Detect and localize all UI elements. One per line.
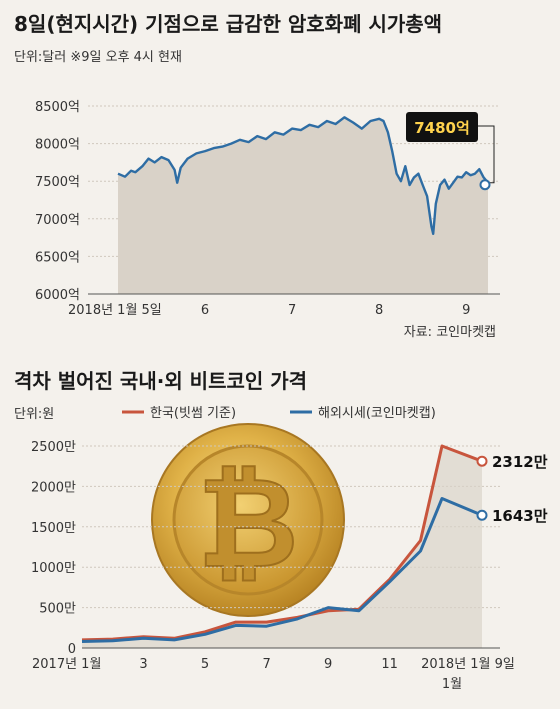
chart2-legend-label: 해외시세(코인마켓캡): [318, 406, 436, 421]
bitcoin-coin-icon: ₿: [151, 423, 345, 617]
chart2-y-tick-label: 2000만: [31, 480, 76, 495]
chart1-callout-leader: [476, 125, 495, 184]
chart2-x-tick-label: 3: [139, 657, 147, 672]
chart1-y-tick-label: 6000억: [35, 288, 80, 303]
chart2-series-line: [81, 444, 483, 642]
chart1-end-marker: [479, 179, 491, 191]
chart1-y-tick-label: 7500억: [35, 175, 80, 190]
chart2-plot: 2500만 2000만 1500만 1000만 500만 0 2312만 1643만 한국(빗썸…: [31, 406, 548, 692]
chart1-y-tick-label: 8500억: [35, 100, 80, 115]
chart2-x-tick-label: 9: [324, 657, 332, 672]
chart1-area: [118, 117, 488, 294]
chart2-series-line: [81, 497, 483, 643]
chart2-x-tick-label: 7: [262, 657, 270, 672]
chart2-end-label: 1643만: [492, 507, 548, 525]
chart1-callout-label: 7480억: [414, 119, 470, 137]
chart1-y-tick-label: 7000억: [35, 213, 80, 228]
chart2-x-tick-label: 2017년 1월: [32, 657, 101, 672]
chart2-end-marker: [476, 509, 488, 521]
chart2-area: [82, 446, 482, 648]
chart1-source: 자료: 코인마켓캡: [404, 325, 496, 340]
chart1-x-tick-label: 2018년 1월 5일: [68, 303, 162, 318]
chart2-title: 격차 벌어진 국내·외 비트코인 가격: [14, 369, 308, 393]
chart2-legend-label: 한국(빗썸 기준): [150, 406, 236, 421]
chart2-x-tick-sublabel: 1월: [442, 677, 462, 692]
bitcoin-symbol: ₿: [197, 452, 298, 596]
chart1-y-tick-label: 6500억: [35, 250, 80, 265]
chart2-subtitle: 단위:원: [14, 407, 55, 422]
chart1-x-tick-label: 7: [288, 303, 296, 318]
chart1-title: 8일(현지시간) 기점으로 급감한 암호화폐 시가총액: [14, 12, 443, 36]
chart1-line: [117, 116, 489, 235]
chart2-y-tick-label: 2500만: [31, 440, 76, 455]
chart1-x-tick-label: 8: [375, 303, 383, 318]
chart2-y-tick-label: 500만: [39, 602, 76, 617]
chart2-y-tick-label: 1500만: [31, 521, 76, 536]
chart1-x-tick-label: 9: [462, 303, 470, 318]
chart1-y-tick-label: 8000억: [35, 138, 80, 153]
chart2-y-tick-label: 0: [68, 642, 76, 657]
chart1-subtitle: 단위:달러 ※9일 오후 4시 현재: [14, 50, 182, 65]
chart2-end-label: 2312만: [492, 453, 548, 471]
chart2-end-marker: [476, 455, 488, 467]
chart2-x-tick-label: 11: [381, 657, 398, 672]
chart2-x-tick-label: 2018년 1월 9일: [421, 657, 515, 672]
chart1-x-tick-label: 6: [201, 303, 209, 318]
chart2-y-tick-label: 1000만: [31, 561, 76, 576]
chart2-x-tick-label: 5: [201, 657, 209, 672]
chart1-callout-box: [406, 112, 478, 142]
